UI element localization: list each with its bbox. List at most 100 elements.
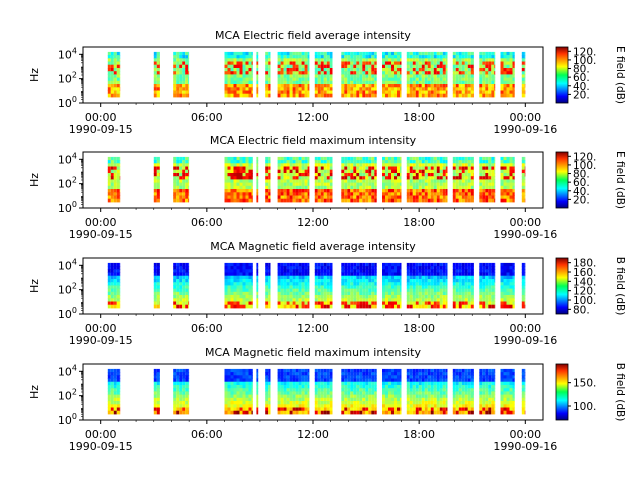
spectrogram-cell (359, 288, 363, 293)
spectrogram-cell (406, 87, 410, 91)
spectrogram-cell (265, 266, 269, 270)
spectrogram-cell (176, 375, 180, 379)
spectrogram-cell (424, 182, 428, 187)
spectrogram-cell (153, 195, 157, 200)
spectrogram-cell (107, 55, 111, 59)
spectrogram-cell (265, 385, 269, 389)
spectrogram-cell (245, 160, 249, 164)
spectrogram-cell (409, 80, 413, 85)
spectrogram-cell (239, 394, 243, 399)
spectrogram-cell (445, 295, 448, 299)
spectrogram-cell (182, 410, 186, 415)
spectrogram-cell (314, 262, 318, 267)
spectrogram-cell (292, 404, 296, 408)
spectrogram-cell (230, 388, 234, 392)
spectrogram-cell (116, 58, 120, 62)
spectrogram-cell (236, 394, 240, 399)
spectrogram-cell (326, 272, 330, 277)
spectrogram-cell (295, 77, 299, 82)
spectrogram-cell (256, 179, 259, 184)
spectrogram-cell (503, 68, 507, 72)
spectrogram-cell (356, 80, 360, 85)
spectrogram-cell (353, 295, 357, 299)
spectrogram-cell (298, 394, 302, 399)
spectrogram (107, 262, 526, 309)
spectrogram-cell (188, 304, 190, 309)
spectrogram-cell (251, 394, 253, 399)
spectrogram-cell (113, 173, 117, 177)
spectrogram-cell (452, 272, 456, 277)
spectrogram-cell (365, 169, 369, 174)
spectrogram-cell (268, 372, 271, 376)
spectrogram-cell (452, 55, 456, 59)
spectrogram-cell (365, 279, 369, 283)
spectrogram-cell (251, 192, 253, 196)
spectrogram-cell (179, 304, 183, 309)
spectrogram-cell (292, 84, 296, 88)
spectrogram-cell (110, 58, 114, 62)
spectrogram-cell (418, 279, 422, 283)
spectrogram-cell (307, 58, 310, 62)
spectrogram-cell (452, 189, 456, 193)
spectrogram-cell (113, 295, 117, 299)
spectrogram-cell (341, 166, 345, 171)
spectrogram-cell (248, 55, 252, 59)
spectrogram-cell (388, 68, 391, 72)
spectrogram-cell (494, 166, 496, 171)
spectrogram-cell (116, 304, 120, 309)
spectrogram-cell (503, 61, 507, 66)
spectrogram-cell (485, 87, 489, 91)
spectrogram-cell (452, 68, 456, 72)
spectrogram-cell (242, 298, 246, 302)
spectrogram-cell (323, 84, 327, 88)
spectrogram-cell (521, 195, 525, 200)
spectrogram-cell (265, 156, 269, 161)
spectrogram-cell (286, 285, 290, 290)
spectrogram-cell (491, 163, 495, 167)
spectrogram-cell (179, 391, 183, 396)
spectrogram-cell (248, 80, 252, 85)
spectrogram-cell (185, 192, 189, 196)
spectrogram-cell (506, 288, 510, 293)
spectrogram-cell (230, 272, 234, 277)
spectrogram-cell (362, 84, 366, 88)
spectrogram-cell (461, 179, 465, 184)
spectrogram-cell (488, 198, 492, 203)
spectrogram-cell (304, 182, 308, 187)
spectrogram-cell (424, 272, 428, 277)
spectrogram-cell (494, 80, 496, 85)
spectrogram-cell (356, 275, 360, 280)
spectrogram-cell (406, 166, 410, 171)
spectrogram-cell (412, 51, 416, 56)
spectrogram-cell (304, 77, 308, 82)
spectrogram-cell (509, 262, 513, 267)
spectrogram-cell (353, 262, 357, 267)
spectrogram-cell (388, 166, 391, 171)
spectrogram-cell (512, 84, 515, 88)
spectrogram-cell (512, 77, 515, 82)
spectrogram-cell (110, 394, 114, 399)
spectrogram-cell (320, 160, 324, 164)
spectrogram-cell (107, 269, 111, 273)
spectrogram-cell (227, 93, 231, 98)
spectrogram-cell (277, 55, 281, 59)
spectrogram-cell (509, 285, 513, 290)
spectrogram-cell (156, 179, 160, 184)
spectrogram-cell (277, 156, 281, 161)
spectrogram-cell (307, 266, 310, 270)
spectrogram-cell (359, 51, 363, 56)
spectrogram-cell (298, 282, 302, 286)
spectrogram-cell (470, 295, 474, 299)
spectrogram-cell (359, 189, 363, 193)
spectrogram-cell (433, 55, 437, 59)
spectrogram-cell (227, 272, 231, 277)
spectrogram-cell (391, 51, 394, 56)
spectrogram-cell (245, 301, 249, 306)
spectrogram-cell (482, 195, 486, 200)
spectrogram-cell (400, 285, 402, 290)
spectrogram-cell (239, 71, 243, 75)
spectrogram-cell (176, 279, 180, 283)
spectrogram-cell (242, 74, 246, 79)
x-date-label: 1990-09-16 (493, 334, 557, 347)
spectrogram-cell (512, 189, 515, 193)
